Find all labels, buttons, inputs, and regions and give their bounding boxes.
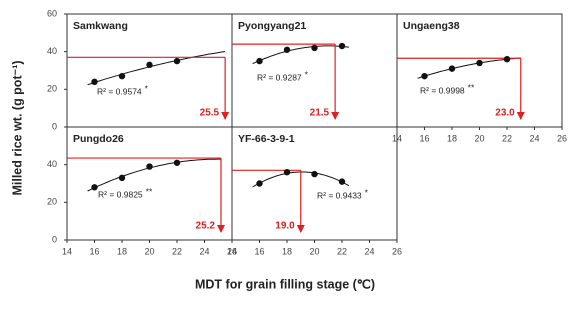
fit-curve	[417, 57, 521, 79]
x-tick-label: 26	[392, 246, 402, 256]
panel-title: Pyongyang21	[238, 20, 306, 32]
x-tick-label: 14	[227, 246, 237, 256]
optimum-label: 23.0	[495, 108, 515, 119]
data-point	[146, 163, 153, 170]
data-point	[91, 78, 98, 86]
y-axis-title: Milled rice wt. (g pot⁻¹)	[10, 60, 24, 195]
r2-label: R² = 0.9433	[317, 190, 362, 200]
x-tick-label: 20	[309, 246, 319, 256]
data-point	[421, 72, 428, 80]
y-tick-label: 0	[52, 121, 57, 131]
y-tick-label: 40	[47, 159, 57, 169]
optimum-label: 25.2	[196, 221, 216, 232]
data-point	[448, 65, 456, 72]
panel-title: Pungdo26	[73, 133, 124, 145]
x-tick-label: 26	[227, 246, 237, 256]
y-tick-label: 40	[47, 46, 57, 56]
r2-label: R² = 0.9574	[97, 86, 142, 96]
x-tick-label: 22	[337, 246, 347, 256]
y-tick-label: 20	[47, 197, 57, 207]
data-point	[338, 178, 346, 185]
data-point	[338, 42, 346, 50]
x-tick-label: 16	[89, 246, 99, 256]
fit-curve	[87, 51, 226, 86]
data-point	[503, 56, 511, 63]
x-tick-label: 22	[172, 246, 182, 256]
optimum-label: 25.5	[200, 108, 220, 119]
x-axis-title: MDT for grain filling stage (℃)	[195, 277, 375, 291]
r2-label: R² = 0.9825	[98, 189, 143, 199]
panel-title: Ungaeng38	[403, 20, 460, 32]
x-tick-label: 20	[144, 246, 154, 256]
data-point	[118, 174, 126, 182]
data-point	[283, 169, 291, 176]
data-point	[283, 46, 291, 53]
data-point	[91, 184, 98, 191]
optimum-label: 19.0	[275, 221, 295, 232]
data-point	[256, 57, 263, 65]
y-tick-label: 0	[52, 234, 57, 244]
data-point	[476, 59, 483, 67]
r2-label: R² = 0.9998	[420, 85, 465, 95]
data-point	[311, 44, 318, 52]
y-tick-label: 20	[47, 84, 57, 94]
x-tick-label: 14	[62, 246, 72, 256]
x-tick-label: 18	[117, 246, 127, 256]
optimum-label: 21.5	[310, 108, 330, 119]
significance: *	[365, 187, 369, 197]
x-tick-label: 24	[364, 246, 374, 256]
fit-curve	[252, 45, 349, 65]
panel-title: YF-66-3-9-1	[238, 133, 295, 145]
significance: *	[305, 69, 309, 79]
x-tick-label: 20	[474, 133, 484, 143]
x-tick-label: 24	[529, 133, 539, 143]
data-point	[173, 159, 181, 166]
x-tick-label: 16	[254, 246, 264, 256]
x-tick-label: 22	[502, 133, 512, 143]
significance: **	[468, 82, 475, 92]
panel-title: Samkwang	[73, 20, 128, 32]
data-point	[311, 170, 318, 178]
data-point	[146, 61, 153, 69]
x-tick-label: 16	[419, 133, 429, 143]
significance: *	[145, 83, 149, 93]
data-point	[118, 72, 126, 80]
y-tick-label: 60	[47, 8, 57, 18]
x-tick-label: 24	[199, 246, 209, 256]
data-point	[173, 57, 181, 65]
data-point	[256, 180, 263, 187]
significance: **	[146, 186, 153, 196]
fit-curve	[87, 158, 221, 192]
r2-label: R² = 0.9287	[257, 72, 302, 82]
x-tick-label: 18	[282, 246, 292, 256]
x-tick-label: 26	[557, 133, 567, 143]
x-tick-label: 18	[447, 133, 457, 143]
